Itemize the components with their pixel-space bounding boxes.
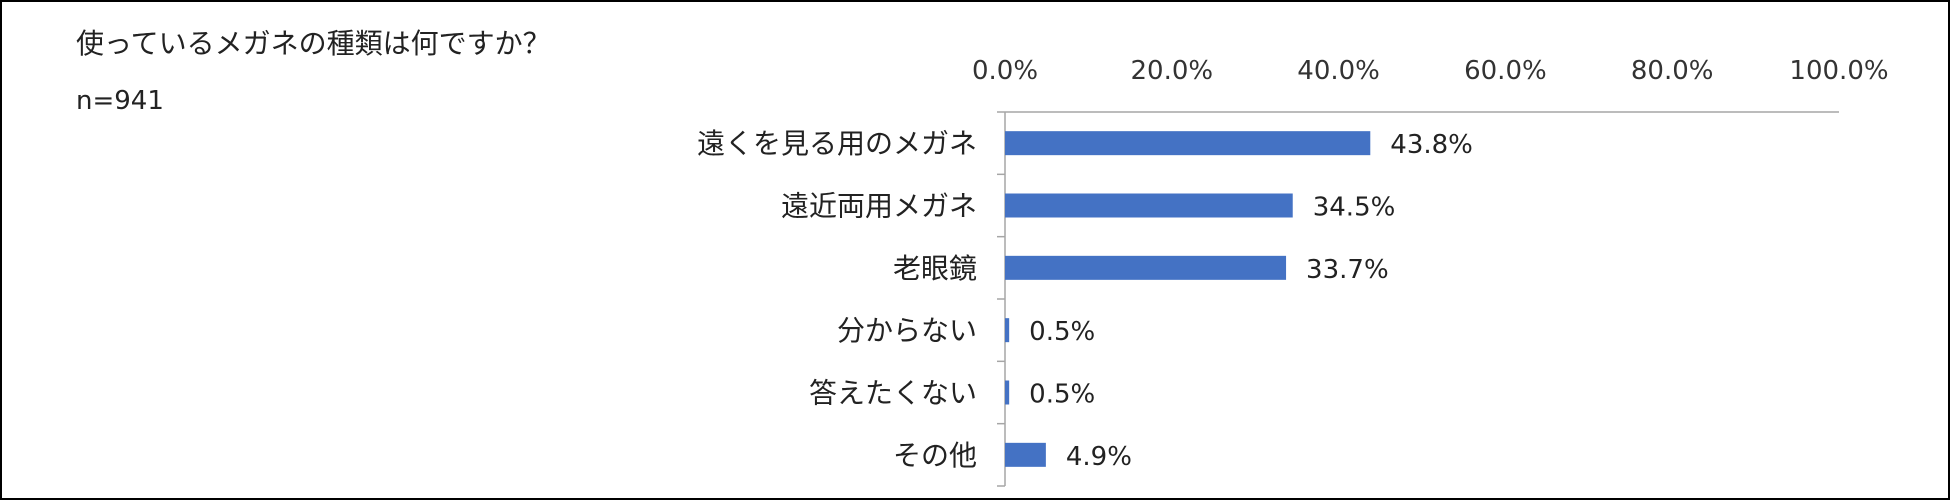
bar <box>1005 318 1010 343</box>
x-tick-label: 40.0% <box>1297 56 1380 86</box>
bar <box>1005 442 1046 467</box>
category-label: 老眼鏡 <box>893 252 977 285</box>
bar <box>1005 380 1010 405</box>
category-label: 答えたくない <box>809 377 977 410</box>
data-label: 34.5% <box>1313 193 1396 223</box>
data-label: 4.9% <box>1066 442 1132 472</box>
bar <box>1005 193 1293 218</box>
chart-subtitle: n=941 <box>76 86 164 116</box>
category-label: 分からない <box>837 314 977 347</box>
x-tick-label: 0.0% <box>972 56 1038 86</box>
x-tick-label: 80.0% <box>1631 56 1714 86</box>
bar <box>1005 131 1371 156</box>
x-tick-label: 60.0% <box>1464 56 1547 86</box>
data-label: 0.5% <box>1029 317 1095 347</box>
chart-title: 使っているメガネの種類は何ですか？ <box>76 27 551 60</box>
data-label: 33.7% <box>1306 255 1389 285</box>
x-tick-label: 20.0% <box>1130 56 1213 86</box>
category-label: その他 <box>893 439 977 472</box>
category-label: 遠近両用メガネ <box>781 190 977 223</box>
data-label: 0.5% <box>1029 380 1095 410</box>
x-tick-label: 100.0% <box>1789 56 1888 86</box>
data-label: 43.8% <box>1390 130 1473 160</box>
category-label: 遠くを見る用のメガネ <box>697 127 977 160</box>
bar <box>1005 255 1287 280</box>
